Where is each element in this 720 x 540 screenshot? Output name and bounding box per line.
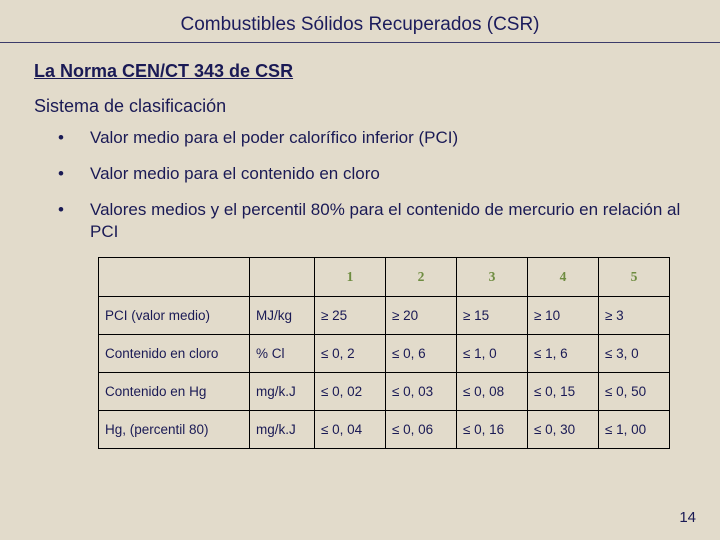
table-header-class: 4 xyxy=(528,258,599,297)
value-cell: ≤ 0, 03 xyxy=(386,373,457,411)
classification-table: 1 2 3 4 5 PCI (valor medio) MJ/kg ≥ 25 ≥… xyxy=(98,257,670,449)
title-divider xyxy=(0,42,720,43)
table-header-row: 1 2 3 4 5 xyxy=(99,258,670,297)
unit-cell: mg/k.J xyxy=(250,411,315,449)
bullet-item: Valor medio para el poder calorífico inf… xyxy=(58,127,682,149)
bullet-item: Valor medio para el contenido en cloro xyxy=(58,163,682,185)
param-cell: PCI (valor medio) xyxy=(99,297,250,335)
value-cell: ≤ 0, 6 xyxy=(386,335,457,373)
table-header-empty xyxy=(99,258,250,297)
table-header-class: 2 xyxy=(386,258,457,297)
slide: Combustibles Sólidos Recuperados (CSR) L… xyxy=(0,0,720,540)
table-row: PCI (valor medio) MJ/kg ≥ 25 ≥ 20 ≥ 15 ≥… xyxy=(99,297,670,335)
value-cell: ≤ 0, 02 xyxy=(315,373,386,411)
value-cell: ≥ 20 xyxy=(386,297,457,335)
value-cell: ≤ 0, 16 xyxy=(457,411,528,449)
unit-cell: mg/k.J xyxy=(250,373,315,411)
value-cell: ≤ 0, 30 xyxy=(528,411,599,449)
value-cell: ≥ 10 xyxy=(528,297,599,335)
table-header-class: 1 xyxy=(315,258,386,297)
subtitle: La Norma CEN/CT 343 de CSR xyxy=(34,61,720,82)
table-row: Contenido en cloro % Cl ≤ 0, 2 ≤ 0, 6 ≤ … xyxy=(99,335,670,373)
value-cell: ≤ 0, 06 xyxy=(386,411,457,449)
value-cell: ≤ 1, 0 xyxy=(457,335,528,373)
bullet-list: Valor medio para el poder calorífico inf… xyxy=(0,127,720,243)
table-row: Hg, (percentil 80) mg/k.J ≤ 0, 04 ≤ 0, 0… xyxy=(99,411,670,449)
table-header-class: 5 xyxy=(599,258,670,297)
section-label: Sistema de clasificación xyxy=(34,96,720,117)
unit-cell: MJ/kg xyxy=(250,297,315,335)
value-cell: ≥ 25 xyxy=(315,297,386,335)
page-number: 14 xyxy=(679,509,696,526)
param-cell: Contenido en Hg xyxy=(99,373,250,411)
value-cell: ≤ 1, 6 xyxy=(528,335,599,373)
value-cell: ≤ 0, 15 xyxy=(528,373,599,411)
table-header-empty xyxy=(250,258,315,297)
value-cell: ≥ 3 xyxy=(599,297,670,335)
unit-cell: % Cl xyxy=(250,335,315,373)
param-cell: Hg, (percentil 80) xyxy=(99,411,250,449)
table-header-class: 3 xyxy=(457,258,528,297)
table-container: 1 2 3 4 5 PCI (valor medio) MJ/kg ≥ 25 ≥… xyxy=(98,257,720,449)
table-row: Contenido en Hg mg/k.J ≤ 0, 02 ≤ 0, 03 ≤… xyxy=(99,373,670,411)
value-cell: ≤ 0, 50 xyxy=(599,373,670,411)
value-cell: ≤ 0, 08 xyxy=(457,373,528,411)
value-cell: ≥ 15 xyxy=(457,297,528,335)
bullet-item: Valores medios y el percentil 80% para e… xyxy=(58,199,682,243)
page-title: Combustibles Sólidos Recuperados (CSR) xyxy=(0,0,720,36)
value-cell: ≤ 0, 04 xyxy=(315,411,386,449)
param-cell: Contenido en cloro xyxy=(99,335,250,373)
value-cell: ≤ 1, 00 xyxy=(599,411,670,449)
value-cell: ≤ 3, 0 xyxy=(599,335,670,373)
value-cell: ≤ 0, 2 xyxy=(315,335,386,373)
